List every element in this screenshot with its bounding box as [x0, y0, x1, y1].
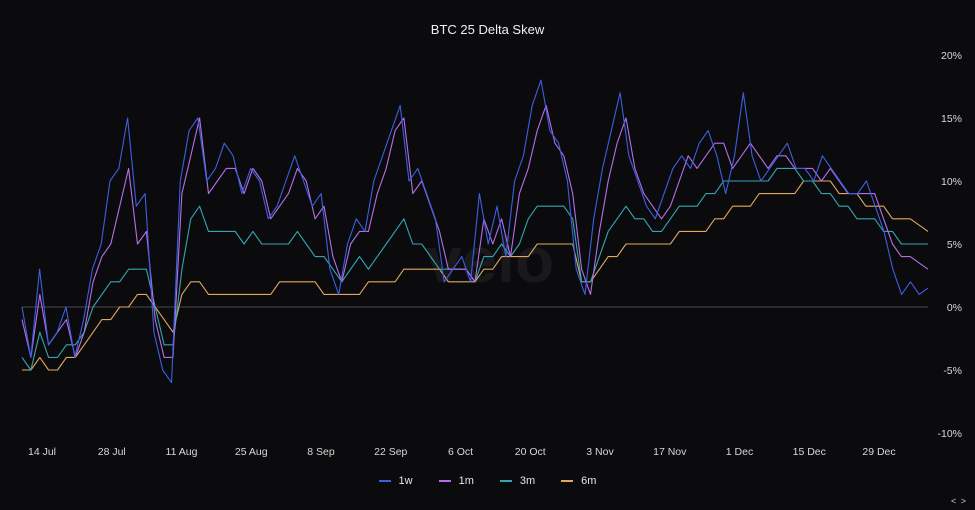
legend-swatch-1m — [438, 480, 451, 482]
y-tick-label: 15% — [941, 113, 962, 125]
x-tick-label: 22 Sep — [374, 446, 407, 458]
x-tick-label: 25 Aug — [235, 446, 268, 458]
legend-item-1m[interactable]: 1m — [438, 475, 474, 487]
x-tick-label: 29 Dec — [862, 446, 895, 458]
y-tick-label: 20% — [941, 50, 962, 62]
x-tick-label: 1 Dec — [726, 446, 753, 458]
legend-swatch-6m — [561, 480, 574, 482]
legend-swatch-1w — [378, 480, 391, 482]
legend-swatch-3m — [499, 480, 512, 482]
x-tick-label: 20 Oct — [515, 446, 546, 458]
series-line-1w[interactable] — [21, 79, 929, 384]
y-tick-label: 5% — [947, 239, 962, 251]
x-tick-label: 15 Dec — [793, 446, 826, 458]
legend-item-3m[interactable]: 3m — [499, 475, 536, 487]
x-tick-label: 8 Sep — [307, 446, 335, 458]
legend-item-6m[interactable]: 6m — [561, 475, 596, 487]
x-tick-label: 14 Jul — [28, 446, 56, 458]
legend-label-1m: 1m — [458, 475, 474, 487]
y-tick-label: -5% — [943, 365, 962, 377]
chart-nav-arrows[interactable]: < > — [950, 496, 967, 506]
legend-label-6m: 6m — [581, 475, 597, 487]
x-tick-label: 17 Nov — [653, 446, 687, 458]
legend: 1w 1m 3m 6m — [0, 475, 975, 487]
x-tick-label: 11 Aug — [166, 446, 198, 458]
y-tick-label: -10% — [937, 428, 962, 440]
legend-item-1w[interactable]: 1w — [378, 475, 413, 487]
legend-label-1w: 1w — [398, 475, 413, 487]
legend-label-3m: 3m — [519, 475, 536, 487]
x-tick-label: 6 Oct — [448, 446, 473, 458]
y-tick-label: 0% — [947, 302, 962, 314]
chart-title: BTC 25 Delta Skew — [430, 22, 545, 37]
x-tick-label: 28 Jul — [98, 446, 126, 458]
x-tick-label: 3 Nov — [586, 446, 614, 458]
y-tick-label: 10% — [941, 176, 962, 188]
